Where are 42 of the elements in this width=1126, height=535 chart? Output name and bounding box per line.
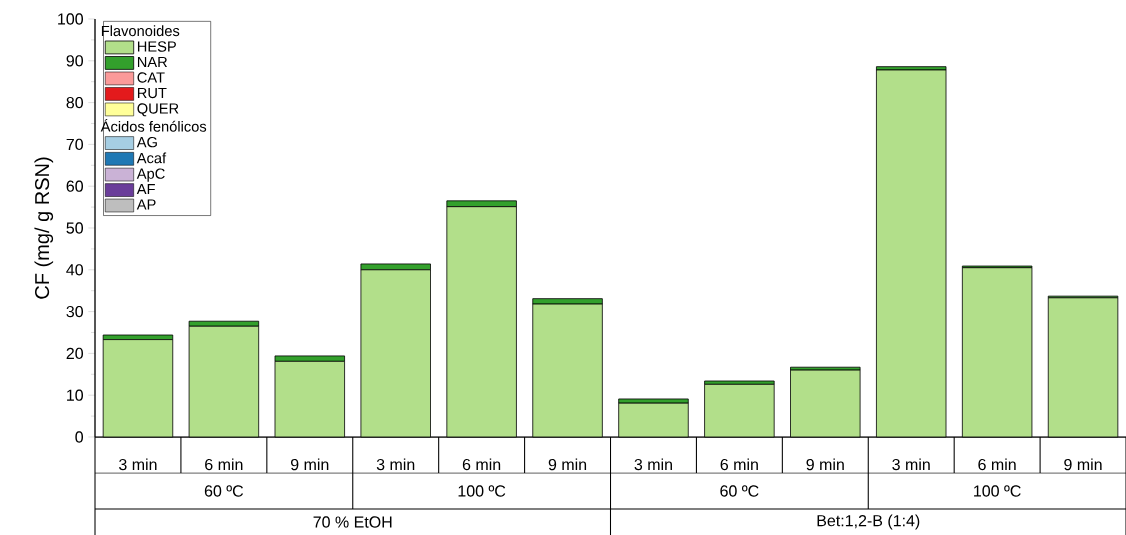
legend-label: CAT (137, 72, 165, 83)
y-tick-label: 20 (66, 347, 84, 360)
text: 100 ºC (458, 485, 506, 497)
text: Bet:1,2-B (1:4) (817, 514, 920, 530)
y-tick-label: 80 (66, 96, 84, 109)
x-tick-label: 3 min (634, 458, 672, 471)
text: 60 ºC (720, 485, 759, 497)
legend-label: NAR (137, 56, 168, 67)
annotation: Ácidos fenólicos (100, 118, 207, 132)
legend-label: AF (136, 184, 155, 195)
x-tick-label: 6 min (462, 458, 501, 471)
y-tick-label: 40 (66, 264, 84, 276)
y-tick-label: 0 (75, 431, 84, 443)
x-tick-label: 6 min (978, 458, 1016, 471)
y-tick-label: 90 (66, 55, 84, 67)
y-tick-label: 10 (67, 389, 84, 401)
legend-label: QUER (137, 103, 179, 117)
y-tick-label: 50 (66, 222, 84, 234)
legend-label: HESP (137, 41, 176, 52)
legend-label: Acaf (136, 152, 167, 164)
y-tick-label: 60 (66, 180, 84, 192)
legend-label: AG (136, 136, 157, 148)
text: 100 ºC (974, 485, 1021, 497)
y-tick-label: 70 (66, 138, 84, 151)
x-tick-label: 6 min (205, 458, 243, 471)
x-tick-label: 3 min (892, 458, 930, 471)
x-tick-label: 3 min (119, 458, 157, 471)
x-tick-label: 9 min (290, 458, 329, 471)
x-tick-label: 6 min (720, 458, 758, 471)
x-tick-label: 9 min (548, 458, 587, 471)
legend-label: ApC (136, 168, 165, 182)
x-tick-label: 3 min (376, 458, 415, 471)
y-tick-label: 30 (66, 305, 84, 318)
legend-label: RUT (137, 87, 167, 99)
y-axis-title: CF (mg/ g RSN) (34, 157, 54, 299)
y-tick-label: 100 (58, 13, 84, 25)
legend-label: AP (136, 199, 156, 210)
x-tick-label: 9 min (1064, 458, 1102, 471)
x-tick-label: 9 min (806, 458, 844, 471)
text: 60 ºC (204, 485, 244, 497)
legend-title: Flavonoides (101, 25, 180, 37)
text: 70 % EtOH (313, 516, 392, 528)
